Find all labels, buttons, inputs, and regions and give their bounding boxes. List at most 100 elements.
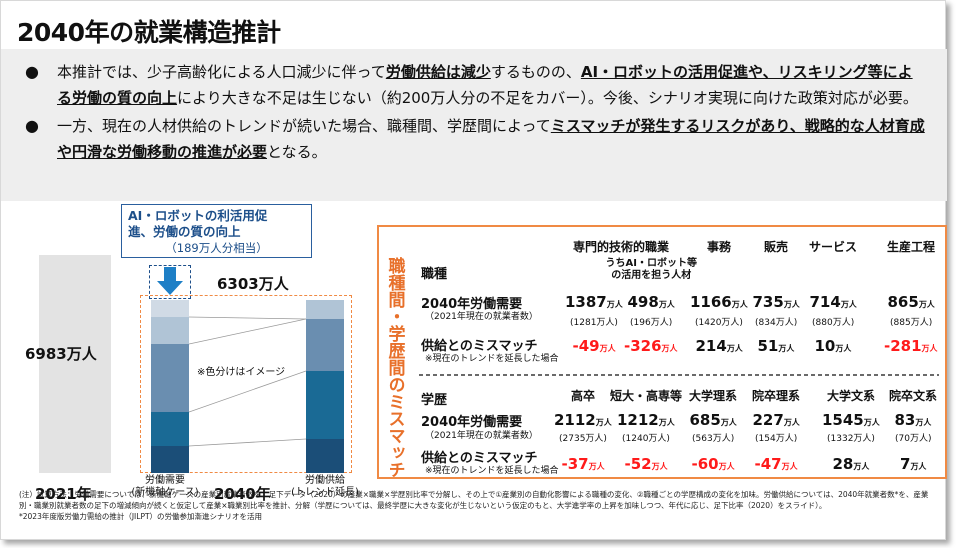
bar2-segment <box>306 371 344 439</box>
occupation-gap-value: 51 <box>757 337 779 355</box>
education-gap: -52万人 <box>625 455 668 473</box>
education-gap: 28万人 <box>833 455 870 473</box>
occupation-demand-value: 735 <box>752 293 784 311</box>
education-header: 院卒文系 <box>889 389 938 403</box>
occupation-gap-value: -49 <box>572 337 600 355</box>
bar2-label: 労働供給 (トレンド延長) <box>291 475 359 498</box>
section-occupation: 職種 <box>421 267 448 282</box>
summary-band <box>1 49 947 201</box>
bar2-segment <box>306 439 344 473</box>
education-gap-sub: ※現在のトレンドを延長した場合 <box>425 466 559 476</box>
occupation-header: サービス <box>809 240 858 254</box>
education-demand: 1545万人 <box>822 411 880 429</box>
unit-label: 万人 <box>606 300 623 309</box>
unit-label: 万人 <box>840 300 857 309</box>
occupation-current: (880万人) <box>812 318 855 328</box>
unit-label: 万人 <box>718 462 735 471</box>
occupation-header: うちAI・ロボット等 の活用を担う人材 <box>605 258 697 281</box>
occupation-gap: -326万人 <box>624 337 678 355</box>
bullet-text: 一方、現在の人材供給のトレンドが続いた場合、職種間、学歴間によってミスマッチが発… <box>57 113 925 165</box>
occupation-demand-value: 498 <box>627 293 659 311</box>
improvement-box <box>149 265 191 299</box>
education-demand-value: 1212 <box>617 411 659 429</box>
unit-label: 万人 <box>658 418 675 427</box>
bullet-dot-icon: ● <box>25 62 39 81</box>
label-2021: 2021年 <box>35 485 92 503</box>
education-demand: 83万人 <box>895 411 932 429</box>
summary-bullets: ● 本推計では、少子高齢化による人口減少に伴って労働供給は減少するものの、AI・… <box>25 59 925 167</box>
education-current: (1240万人) <box>622 434 670 444</box>
unit-label: 万人 <box>921 344 938 353</box>
occupation-gap: 51万人 <box>758 337 795 355</box>
bar1-label: 労働需要 (新機軸ケース) <box>131 475 199 498</box>
occupation-demand-label: 2040年労働需要 <box>421 297 523 312</box>
unit-label: 万人 <box>863 418 880 427</box>
education-current: (154万人) <box>755 434 798 444</box>
unit-label: 万人 <box>731 300 748 309</box>
education-gap-value: -60 <box>691 455 719 473</box>
occupation-demand: 714万人 <box>810 293 857 311</box>
value-2040: 6303万人 <box>217 275 289 293</box>
occupation-header: 販売 <box>764 240 789 254</box>
unit-label: 万人 <box>783 300 800 309</box>
unit-label: 万人 <box>599 344 616 353</box>
unit-label: 万人 <box>778 344 795 353</box>
mismatch-vertical-label: 職種間・学歴間のミスマッチ <box>381 257 407 483</box>
footnote-line: (注）試算方法：労働需要については、新機軸ケースの産業別就業者数を、足下データ（… <box>19 490 929 510</box>
unit-label: 万人 <box>726 344 743 353</box>
occupation-current: (1281万人) <box>570 318 618 328</box>
color-note: ※色分けはイメージ <box>197 367 286 378</box>
education-demand-sub: （2021年現在の就業者数） <box>425 431 538 441</box>
bar1-segment <box>151 300 189 317</box>
occupation-gap-value: -326 <box>624 337 662 355</box>
education-header: 院卒理系 <box>752 389 801 403</box>
bar1-segment <box>151 412 189 446</box>
unit-label: 万人 <box>661 344 678 353</box>
bar1-segment <box>151 317 189 344</box>
education-demand-value: 227 <box>752 411 784 429</box>
unit-label: 万人 <box>651 462 668 471</box>
callout-line: AI・ロボットの利活用促 <box>128 208 268 223</box>
bullet-emphasis: AI・ロボットの活用促進や、リスキリング等による労働の質の向上 <box>57 63 913 107</box>
unit-label: 万人 <box>853 462 870 471</box>
occupation-demand-sub: （2021年現在の就業者数） <box>425 312 538 322</box>
education-header: 大学理系 <box>689 389 738 403</box>
education-gap-value: -52 <box>624 455 652 473</box>
unit-label: 万人 <box>595 418 612 427</box>
occupation-header: 専門的技術的職業 <box>573 240 670 254</box>
occupation-demand: 865万人 <box>888 293 935 311</box>
occupation-demand-value: 1166 <box>690 293 732 311</box>
occupation-gap-value: -281 <box>884 337 922 355</box>
unit-label: 万人 <box>781 462 798 471</box>
occupation-gap-label: 供給とのミスマッチ <box>421 339 538 354</box>
occupation-gap: 10万人 <box>815 337 852 355</box>
education-gap-value: -37 <box>561 455 589 473</box>
occupation-gap-value: 10 <box>814 337 836 355</box>
occupation-header: 事務 <box>707 240 732 254</box>
callout-line: 進、労働の質の向上 <box>128 224 241 239</box>
education-current: (70万人) <box>895 434 932 444</box>
bullet-run: 一方、現在の人材供給のトレンドが続いた場合、職種間、学歴間によって <box>57 117 551 135</box>
unit-label: 万人 <box>915 418 932 427</box>
unit-label: 万人 <box>658 300 675 309</box>
divider <box>419 374 939 376</box>
occupation-current: (834万人) <box>755 318 798 328</box>
dashed-frame <box>140 295 352 473</box>
unit-label: 万人 <box>918 300 935 309</box>
bullet-dot-icon: ● <box>25 116 39 135</box>
occupation-demand: 498万人 <box>628 293 675 311</box>
section-education: 学歴 <box>421 393 448 408</box>
education-header: 高卒 <box>571 389 596 403</box>
bullet-emphasis: 労働供給は減少 <box>385 63 491 81</box>
value-2021: 6983万人 <box>25 345 97 363</box>
page-title: 2040年の就業構造推計 <box>17 18 281 47</box>
footnote: (注）試算方法：労働需要については、新機軸ケースの産業別就業者数を、足下データ（… <box>19 489 939 522</box>
education-current: (563万人) <box>692 434 735 444</box>
occupation-demand: 1166万人 <box>690 293 748 311</box>
occupation-gap: 214万人 <box>696 337 743 355</box>
unit-label: 万人 <box>720 418 737 427</box>
occupation-demand-value: 1387 <box>565 293 607 311</box>
education-gap-value: -47 <box>754 455 782 473</box>
education-gap: -37万人 <box>562 455 605 473</box>
education-current: (1332万人) <box>827 434 875 444</box>
